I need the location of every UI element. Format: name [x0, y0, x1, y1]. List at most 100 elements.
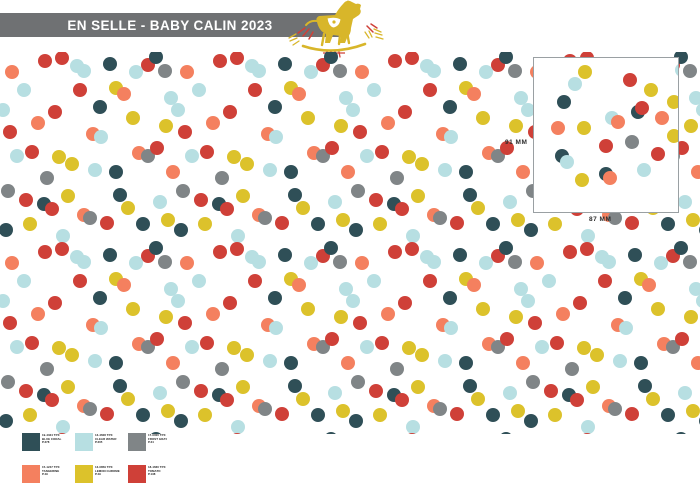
pattern-dot [178, 316, 192, 330]
pattern-dot [471, 392, 485, 406]
pattern-dot [174, 223, 188, 237]
pattern-dot [192, 83, 206, 97]
legend-swatch [22, 433, 40, 451]
legend-swatch [75, 433, 93, 451]
pattern-dot [324, 52, 338, 64]
pattern-dot [113, 188, 127, 202]
pattern-dot [638, 379, 652, 393]
pattern-dot [153, 195, 167, 209]
pattern-dot [328, 195, 342, 209]
pattern-dot [336, 404, 350, 418]
pattern-dot [100, 407, 114, 421]
pattern-dot [304, 256, 318, 270]
pattern-dot [121, 201, 135, 215]
pattern-dot [514, 91, 528, 105]
pattern-dot [278, 57, 292, 71]
pattern-dot [623, 73, 637, 87]
pattern-dot [346, 103, 360, 117]
pattern-dot [52, 150, 66, 164]
pattern-dot [514, 282, 528, 296]
pattern-dot [516, 356, 530, 370]
pattern-dot [77, 255, 91, 269]
pattern-dot [369, 193, 383, 207]
pattern-dot [651, 302, 665, 316]
legend-code: 19-4324 TPX [42, 433, 60, 437]
pattern-dot [577, 341, 591, 355]
pattern-dot [637, 163, 651, 177]
legend-item: 13-4608 TPX CLEAR WATER P.305 [75, 433, 128, 458]
pattern-dot [618, 291, 632, 305]
pattern-dot [83, 402, 97, 416]
pattern-dot [686, 404, 700, 418]
pattern-dot [581, 229, 595, 243]
pattern-dot [230, 433, 244, 434]
pattern-dot [336, 213, 350, 227]
pattern-dot [198, 408, 212, 422]
pattern-dot [231, 229, 245, 243]
legend-code: 17-0000 TPX [148, 433, 166, 437]
pattern-dot [373, 408, 387, 422]
pattern-dot [126, 302, 140, 316]
pattern-dot [240, 157, 254, 171]
pattern-dot [230, 52, 244, 65]
pattern-dot [406, 420, 420, 434]
pattern-dot [52, 341, 66, 355]
pattern-dot [427, 64, 441, 78]
pattern-dot [580, 242, 594, 256]
pattern-dot [373, 217, 387, 231]
pattern-dot [375, 145, 389, 159]
pattern-dot [405, 433, 419, 434]
pattern-dot [40, 362, 54, 376]
pattern-dot [625, 216, 639, 230]
pattern-dot [551, 121, 565, 135]
pattern-dot [159, 119, 173, 133]
pattern-dot [557, 95, 571, 109]
pattern-dot [438, 354, 452, 368]
pattern-dot [453, 248, 467, 262]
pattern-dot [689, 282, 700, 296]
pattern-dot [544, 384, 558, 398]
pattern-dot [603, 171, 617, 185]
pattern-dot [696, 103, 700, 117]
legend-name: TOMATO [148, 468, 161, 473]
pattern-dot [499, 52, 513, 64]
legend-swatch [128, 465, 146, 483]
pattern-dot [655, 111, 669, 125]
legend-item: 18-1660 TPX TOMATO P.138 [128, 465, 181, 490]
pattern-dot [341, 165, 355, 179]
pattern-dot [1, 375, 15, 389]
pattern-dot [23, 217, 37, 231]
pattern-dot [252, 255, 266, 269]
pattern-dot [675, 63, 678, 77]
pattern-dot [296, 201, 310, 215]
legend-code: 13-4608 TPX [95, 433, 113, 437]
pattern-dot [171, 103, 185, 117]
pattern-dot [126, 111, 140, 125]
pattern-dot [360, 340, 374, 354]
pattern-dot [548, 217, 562, 231]
pattern-dot [581, 420, 595, 434]
pattern-dot [83, 211, 97, 225]
pattern-dot [268, 291, 282, 305]
legend-item: 13-0859 TPX LEMON CHROME P.49 [75, 465, 128, 490]
pattern-dot [479, 256, 493, 270]
pattern-dot [509, 119, 523, 133]
pattern-dot [381, 307, 395, 321]
pattern-dot [463, 188, 477, 202]
pattern-dot [25, 145, 39, 159]
pattern-dot [198, 217, 212, 231]
pattern-dot [213, 54, 227, 68]
pattern-dot [269, 321, 283, 335]
pattern-dot [17, 83, 31, 97]
rocking-horse-logo [283, 0, 388, 64]
pattern-dot [674, 432, 688, 434]
pattern-dot [38, 54, 52, 68]
pattern-dot [159, 310, 173, 324]
pattern-dot [161, 213, 175, 227]
legend-ref: P.49 [42, 472, 48, 477]
pattern-dot [349, 414, 363, 428]
pattern-dot [220, 393, 234, 407]
legend-ref: P.34 [148, 440, 154, 445]
pattern-dot [568, 77, 582, 91]
pattern-dot [149, 241, 163, 255]
